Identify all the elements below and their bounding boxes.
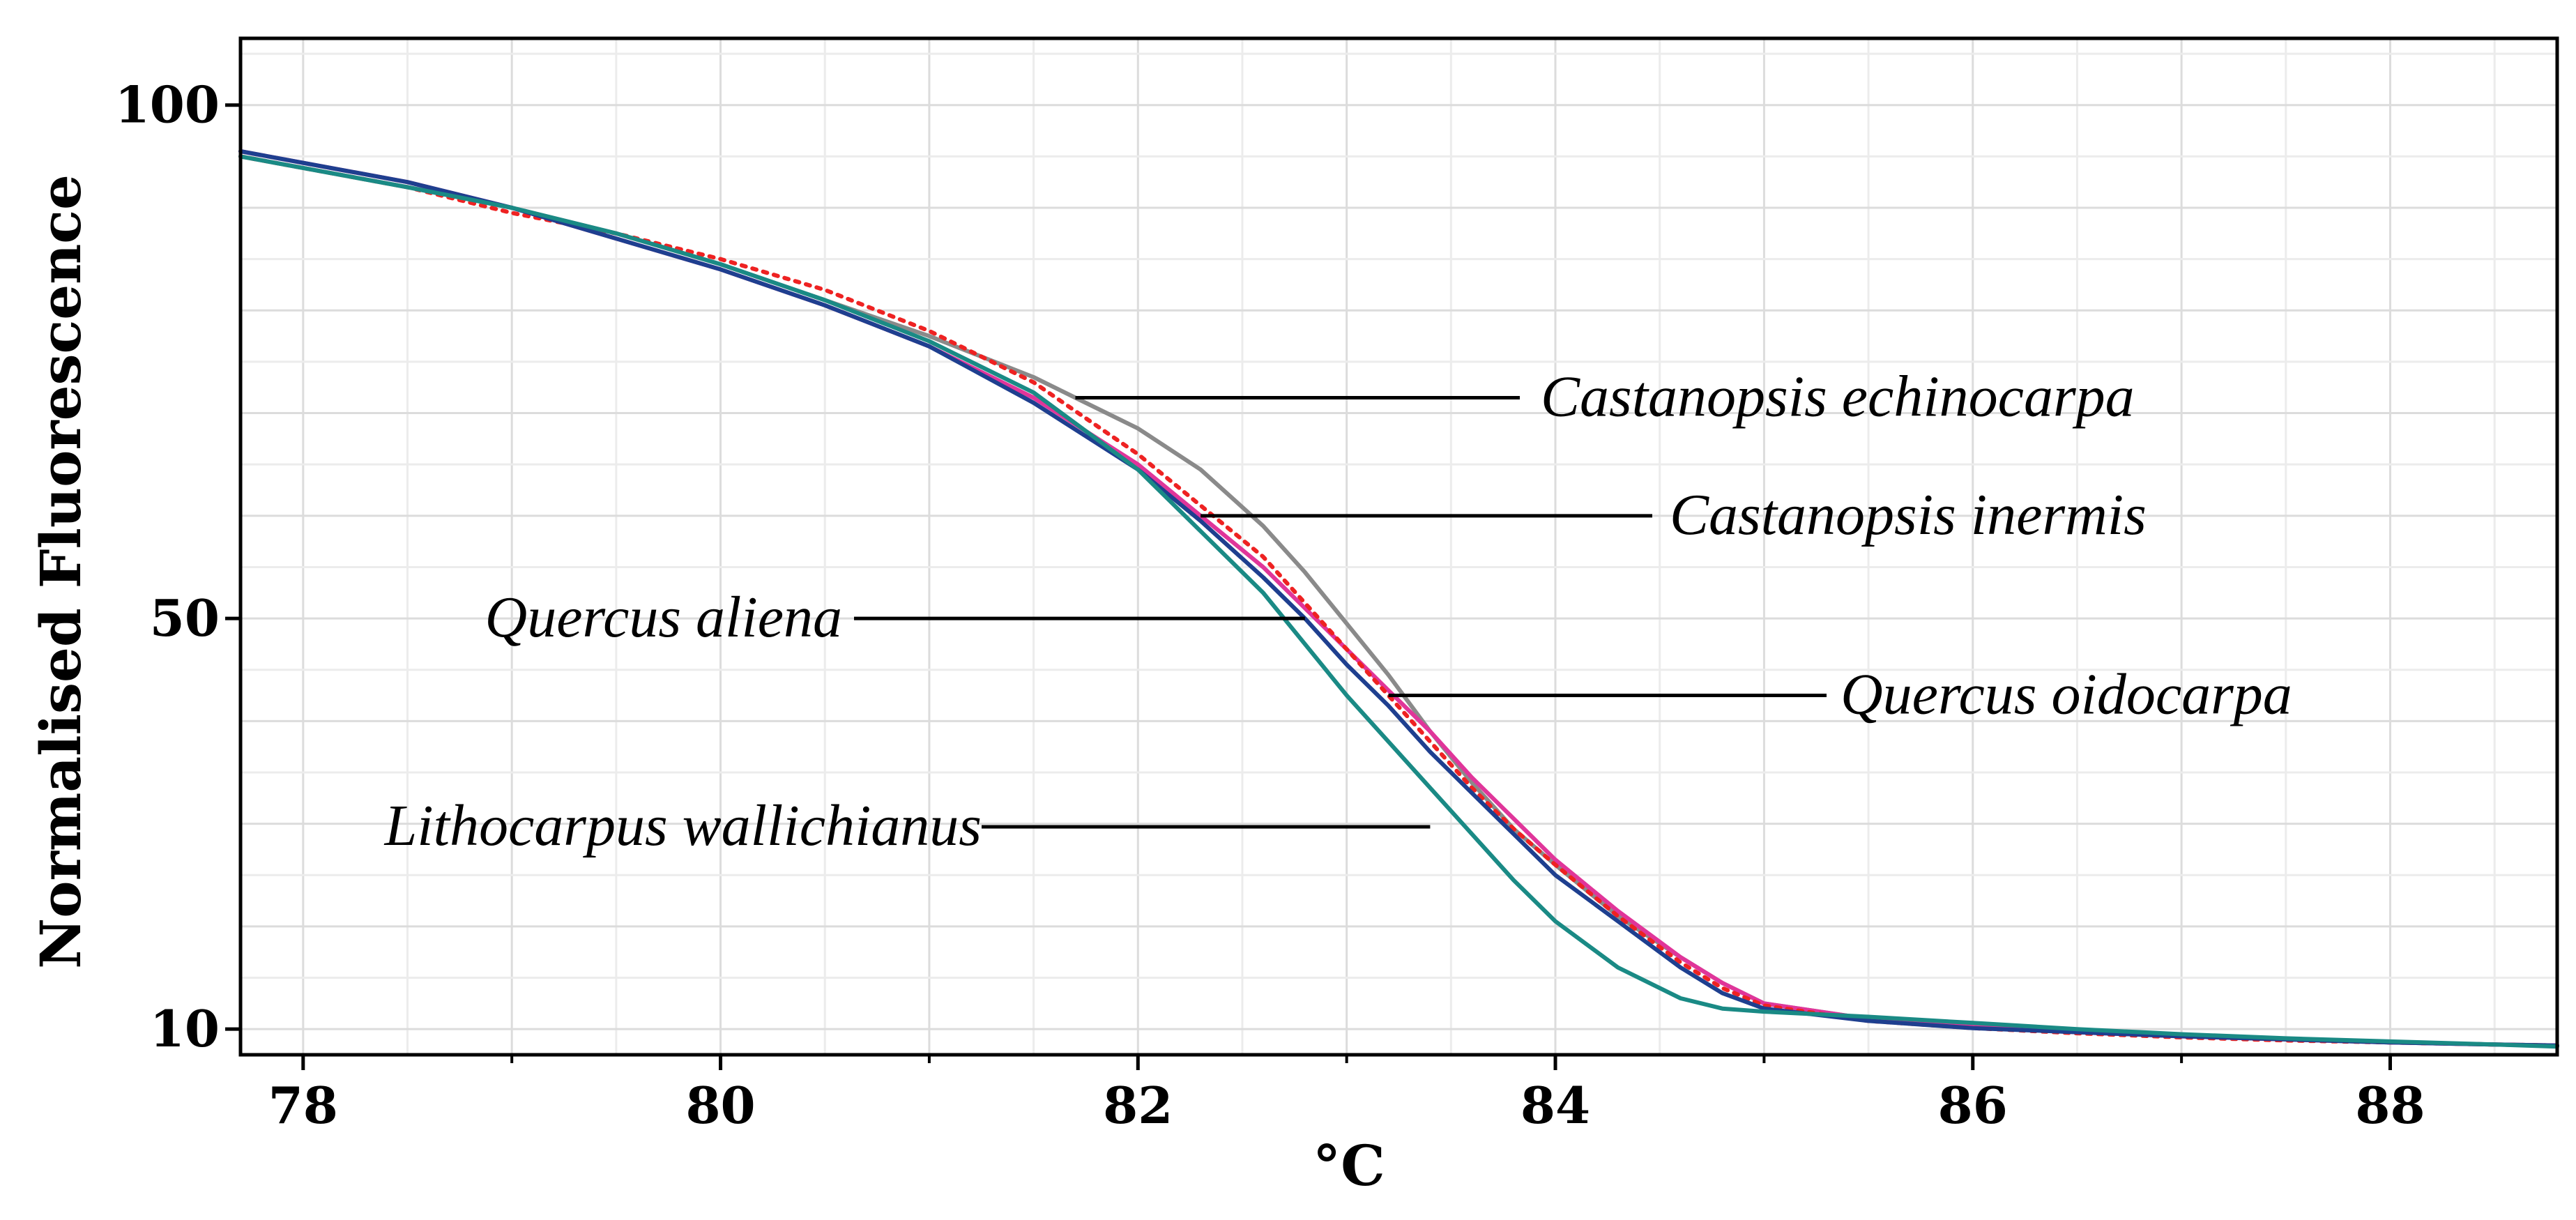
x-tick-label: 88 bbox=[2355, 1076, 2425, 1135]
x-tick-label: 84 bbox=[1521, 1076, 1590, 1135]
plot-frame bbox=[238, 36, 2559, 1057]
tick-labels: 78 80 82 84 86 88 10 50 100 bbox=[115, 75, 2425, 1135]
series-line-quercus-oidocarpa bbox=[238, 154, 2559, 1048]
x-tick-label: 86 bbox=[1938, 1076, 2008, 1135]
series-line-quercus-aliena bbox=[238, 149, 2559, 1048]
x-tick-label: 80 bbox=[685, 1076, 755, 1135]
annotation-label-castanopsis-inermis: Castanopsis inermis bbox=[1670, 482, 2147, 547]
annotation-label-quercus-aliena: Quercus aliena bbox=[485, 585, 842, 650]
x-tick-label: 82 bbox=[1103, 1076, 1173, 1135]
y-axis-title: Normalised Fluorescence bbox=[28, 174, 93, 969]
y-tick-label: 10 bbox=[150, 999, 220, 1058]
annotation-leaders bbox=[854, 395, 1827, 829]
annotation-label-castanopsis-echinocarpa: Castanopsis echinocarpa bbox=[1541, 364, 2135, 429]
x-axis-title: °C bbox=[1313, 1133, 1385, 1198]
annotation-label-lithocarpus-wallichianus: Lithocarpus wallichianus bbox=[384, 793, 982, 858]
series-line-lithocarpus-wallichianus bbox=[238, 154, 2559, 1049]
y-tick-label: 100 bbox=[115, 75, 220, 135]
y-tick-label: 50 bbox=[150, 588, 220, 648]
annotation-label-quercus-oidocarpa: Quercus oidocarpa bbox=[1840, 662, 2292, 727]
x-tick-label: 78 bbox=[268, 1076, 338, 1135]
axis-ticks bbox=[225, 103, 2393, 1070]
series-lines bbox=[238, 149, 2559, 1049]
annotation-labels: Castanopsis echinocarpa Castanopsis inerm… bbox=[384, 364, 2292, 858]
